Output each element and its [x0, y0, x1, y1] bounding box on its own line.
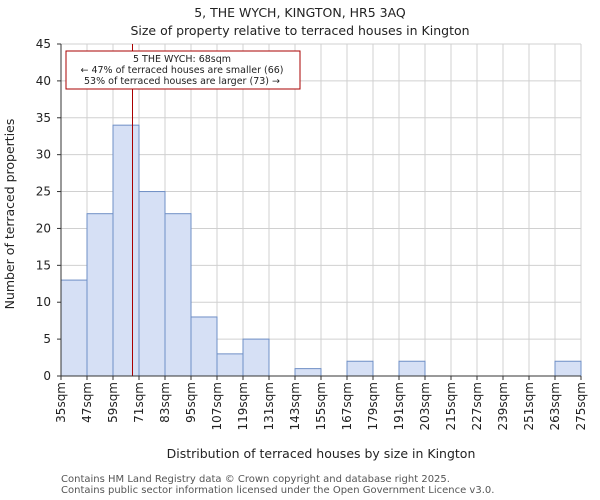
- y-tick-label: 15: [36, 258, 51, 272]
- x-tick-label: 131sqm: [262, 382, 276, 430]
- x-tick-label: 251sqm: [522, 382, 536, 430]
- x-tick-label: 47sqm: [80, 382, 94, 423]
- x-tick-label: 119sqm: [236, 382, 250, 430]
- x-tick-label: 227sqm: [470, 382, 484, 430]
- bar-35sqm: [60, 279, 88, 377]
- y-tick-label: 25: [36, 185, 51, 199]
- x-tick-label: 95sqm: [184, 382, 198, 423]
- x-tick-label: 215sqm: [444, 382, 458, 430]
- y-tick-label: 30: [36, 148, 51, 162]
- bar-83sqm: [164, 213, 192, 377]
- y-tick-label: 40: [36, 74, 51, 88]
- bar-263sqm: [554, 360, 582, 377]
- x-tick-label: 143sqm: [288, 382, 302, 430]
- y-axis-title: Number of terraced properties: [2, 119, 17, 310]
- annotation-line: 53% of terraced houses are larger (73) →: [84, 76, 280, 87]
- y-tick-label: 5: [43, 332, 51, 346]
- x-tick-label: 263sqm: [548, 382, 562, 430]
- x-tick-label: 35sqm: [54, 382, 68, 423]
- bar-143sqm: [294, 368, 322, 377]
- x-tick-label: 191sqm: [392, 382, 406, 430]
- x-tick-label: 155sqm: [314, 382, 328, 430]
- bar-47sqm: [86, 213, 114, 377]
- bar-119sqm: [242, 338, 270, 377]
- x-axis-title: Distribution of terraced houses by size …: [167, 446, 476, 461]
- x-tick-label: 107sqm: [210, 382, 224, 430]
- x-tick-label: 167sqm: [340, 382, 354, 430]
- annotation-line: ← 47% of terraced houses are smaller (66…: [80, 65, 283, 76]
- footer-licence: Contains public sector information licen…: [61, 485, 495, 496]
- x-tick-label: 71sqm: [132, 382, 146, 423]
- bar-71sqm: [138, 191, 166, 377]
- bar-167sqm: [346, 360, 374, 377]
- x-tick-label: 275sqm: [574, 382, 588, 430]
- y-tick-label: 35: [36, 111, 51, 125]
- annotation-box: [65, 50, 301, 90]
- y-tick-label: 45: [36, 37, 51, 51]
- x-tick-label: 179sqm: [366, 382, 380, 430]
- footer-copyright: Contains HM Land Registry data © Crown c…: [61, 474, 450, 485]
- y-tick-label: 0: [43, 369, 51, 383]
- bar-59sqm: [112, 124, 140, 377]
- x-tick-labels: 35sqm 47sqm 59sqm 71sqm 83sqm 95sqm 107sqm 119s…: [54, 376, 588, 430]
- chart-title: 5, THE WYCH, KINGTON, HR5 3AQ: [194, 5, 406, 20]
- x-tick-label: 239sqm: [496, 382, 510, 430]
- y-tick-label: 20: [36, 221, 51, 235]
- bars: [60, 124, 582, 377]
- property-marker: 5 THE WYCH: 68sqm← 47% of terraced house…: [65, 44, 301, 376]
- bar-107sqm: [216, 353, 244, 377]
- y-tick-labels: 0 5 10 15 20 25 30 35 40 45: [36, 37, 61, 383]
- x-tick-label: 83sqm: [158, 382, 172, 423]
- annotation-line: 5 THE WYCH: 68sqm: [133, 54, 231, 65]
- x-tick-label: 203sqm: [418, 382, 432, 430]
- chart-subtitle: Size of property relative to terraced ho…: [130, 23, 469, 38]
- bar-95sqm: [190, 316, 218, 377]
- x-tick-label: 59sqm: [106, 382, 120, 423]
- y-tick-label: 10: [36, 295, 51, 309]
- bar-191sqm: [398, 360, 426, 377]
